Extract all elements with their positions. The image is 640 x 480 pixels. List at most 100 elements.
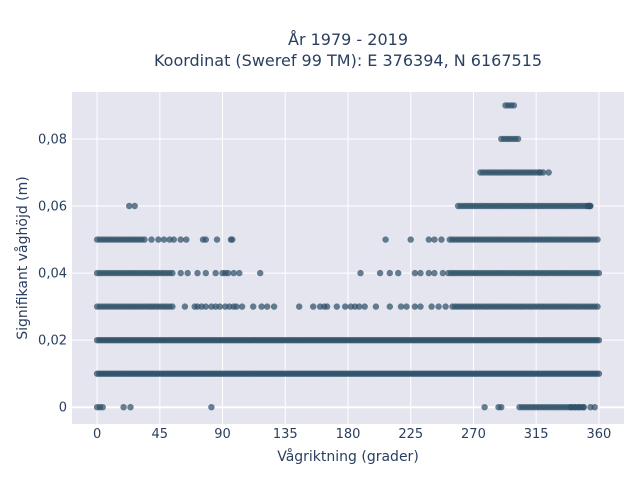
data-point <box>431 269 438 277</box>
data-point <box>202 269 209 277</box>
data-point <box>594 303 601 310</box>
y-tick-label: 0,06 <box>38 200 67 215</box>
chart-title-line-2: Koordinat (Sweref 99 TM): E 376394, N 61… <box>154 51 542 70</box>
data-point <box>417 269 424 277</box>
data-point <box>442 303 449 310</box>
y-tick-label: 0,08 <box>38 132 67 147</box>
x-tick-label: 225 <box>398 427 423 442</box>
data-point <box>591 404 598 411</box>
data-point <box>372 303 380 310</box>
x-tick-label: 90 <box>214 427 231 442</box>
data-point <box>181 303 189 310</box>
data-point <box>510 102 518 109</box>
data-point <box>514 135 522 143</box>
data-point <box>270 303 278 310</box>
data-point <box>169 303 176 310</box>
data-point <box>382 236 389 243</box>
data-point <box>361 303 368 310</box>
data-point <box>342 303 349 310</box>
data-point <box>403 303 410 310</box>
data-point <box>177 269 184 277</box>
data-point <box>545 169 552 176</box>
data-point <box>212 269 219 277</box>
data-point <box>126 202 133 210</box>
data-point <box>99 404 106 411</box>
x-axis-title: Vågriktning (grader) <box>277 448 419 465</box>
data-point <box>250 303 257 310</box>
data-point <box>595 370 603 377</box>
data-point <box>357 269 364 277</box>
x-axis-ticks: 0 45 90 135 180 225 270 315 360 <box>93 427 611 442</box>
x-tick-label: 270 <box>461 427 486 442</box>
data-point <box>216 303 223 310</box>
data-point <box>376 269 384 277</box>
data-point <box>435 303 442 310</box>
data-point <box>230 269 237 277</box>
data-point <box>131 202 138 210</box>
data-point <box>229 236 236 243</box>
y-tick-label: 0 <box>59 401 67 416</box>
data-point <box>431 236 438 243</box>
data-point <box>323 303 331 310</box>
data-point <box>202 236 209 243</box>
data-point <box>417 303 424 310</box>
data-point <box>425 236 432 243</box>
x-tick-label: 360 <box>586 427 611 442</box>
data-point <box>184 269 191 277</box>
data-point <box>595 269 603 277</box>
data-point <box>386 269 393 277</box>
y-axis-ticks: 0 0,02 0,04 0,06 0,08 <box>38 132 67 415</box>
data-point <box>296 303 303 310</box>
x-tick-label: 315 <box>524 427 549 442</box>
data-point <box>540 169 547 176</box>
y-axis-title: Signifikant våghöjd (m) <box>14 176 31 339</box>
x-tick-label: 180 <box>336 427 361 442</box>
data-point <box>333 303 340 310</box>
data-point <box>356 303 363 310</box>
x-tick-label: 45 <box>152 427 169 442</box>
y-tick-label: 0,04 <box>38 267 67 282</box>
data-point <box>177 236 184 243</box>
x-tick-label: 0 <box>93 427 101 442</box>
data-point <box>238 303 246 310</box>
y-tick-label: 0,02 <box>38 334 67 349</box>
data-point <box>580 404 587 411</box>
data-point <box>258 303 265 310</box>
data-point <box>236 269 243 277</box>
data-point <box>170 236 177 243</box>
data-point <box>411 303 419 310</box>
data-point <box>257 269 264 277</box>
data-point <box>438 236 445 243</box>
data-point <box>160 236 168 243</box>
data-point <box>439 269 446 277</box>
data-point <box>213 236 221 243</box>
data-point <box>386 303 393 310</box>
data-point <box>183 236 190 243</box>
data-point <box>208 404 215 411</box>
data-point <box>595 337 603 344</box>
data-point <box>141 236 148 243</box>
data-point <box>498 404 505 411</box>
data-point <box>407 236 414 243</box>
data-point <box>155 236 162 243</box>
chart-title-line-1: År 1979 - 2019 <box>288 30 408 49</box>
data-point <box>594 236 601 243</box>
data-point <box>411 269 419 277</box>
data-point <box>233 303 240 310</box>
data-point <box>395 269 402 277</box>
data-point <box>428 303 435 310</box>
data-point <box>264 303 271 310</box>
data-points <box>93 102 603 411</box>
data-point <box>202 303 209 310</box>
data-point <box>587 202 594 210</box>
data-point <box>481 404 488 411</box>
data-point <box>397 303 405 310</box>
data-point <box>425 269 432 277</box>
data-point <box>310 303 317 310</box>
data-point <box>224 269 232 277</box>
x-tick-label: 135 <box>273 427 298 442</box>
data-point <box>120 404 127 411</box>
data-point <box>169 269 176 277</box>
data-point <box>148 236 155 243</box>
